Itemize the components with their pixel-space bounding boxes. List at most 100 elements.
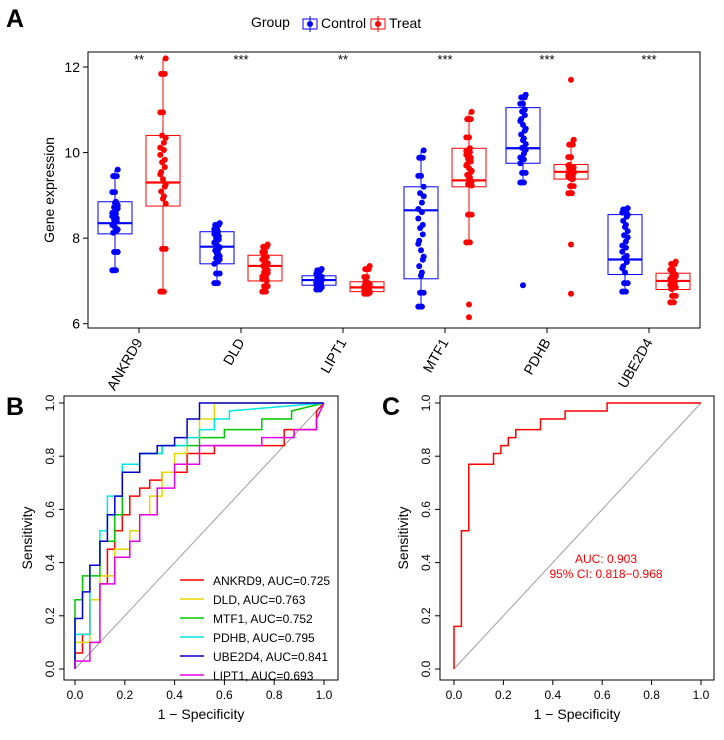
x-tick-label: 0.4 [544,688,561,702]
data-point [212,238,219,245]
data-point [518,116,525,123]
data-point [264,260,271,267]
data-point [517,100,524,107]
outlier-point [466,301,472,308]
data-point [159,70,166,77]
data-point [624,228,631,235]
y-tick-label: 12 [64,59,80,75]
data-point [567,141,574,148]
y-tick-label: 0.2 [43,607,57,624]
data-point [570,170,577,177]
x-tick-label: 0.8 [266,688,283,702]
data-point [622,269,628,276]
y-axis-label: Sensitivity [19,506,35,569]
data-point [669,260,676,267]
plot-frame [87,51,701,329]
data-point [468,108,475,115]
data-point [157,151,164,158]
significance-label: ** [134,52,144,67]
data-point [565,154,572,161]
data-point [363,266,370,273]
legend-title: Group [251,14,290,30]
roc-curve-lipt1 [74,402,325,669]
y-tick-label: 0.6 [419,501,433,518]
panel-c-roc-chart: 0.0 0.2 0.4 0.6 0.8 1.0 0.0 0.2 0.4 0.6 0.8 1.0 1 − … [395,394,715,722]
legend-entry-dld: DLD, AUC=0.763 [213,593,306,607]
panel-b-roc-chart: 0.0 0.2 0.4 0.6 0.8 1.0 0.0 0.2 0.4 0.6 0.8 1.0 1 − … [19,394,339,722]
x-tick-label: 0.0 [67,688,84,702]
data-point [622,221,629,228]
x-tick-label: 0.4 [166,688,183,702]
data-point [114,226,121,233]
legend-key-dot [375,21,381,27]
legend-key-box [302,18,318,30]
data-point [468,167,475,174]
data-point [262,283,268,290]
significance-label: *** [539,52,554,67]
data-point [417,154,424,161]
data-point [624,234,631,241]
data-point [668,299,675,306]
diagonal-reference-line [453,402,702,670]
y-tick-label: 0.4 [419,554,433,571]
y-tick-label: 6 [72,316,80,332]
data-point [521,112,528,119]
data-point [361,274,368,281]
data-point [214,270,220,277]
data-point [112,249,118,256]
data-point [621,206,628,213]
legend-entry-lipt1: LIPT1, AUC=0.693 [213,669,314,683]
data-point [667,266,674,273]
data-point [216,256,223,263]
data-point [416,263,423,270]
data-point [214,249,221,256]
legend-entry-pdhb: PDHB, AUC=0.795 [213,631,315,645]
data-point [162,200,169,207]
data-point [318,277,325,284]
legend-key-box [370,18,386,30]
data-point [568,183,574,190]
legend: ANKRD9, AUC=0.725 DLD, AUC=0.763 MTF1, AUC… [180,574,330,683]
legend-entry-mtf1: MTF1, AUC=0.752 [213,612,313,626]
legend-entry-ankrd9: ANKRD9, AUC=0.725 [213,574,330,588]
data-point [315,267,322,274]
data-point [109,189,116,196]
ci-annotation: 95% CI: 0.818−0.968 [549,567,662,581]
data-point [260,255,267,262]
data-point [667,277,674,284]
data-point [463,151,470,158]
data-point [419,231,426,238]
data-point [112,198,119,205]
y-tick-label: 8 [72,230,80,246]
data-point [260,288,267,295]
data-point [162,134,169,141]
data-point [162,181,169,188]
plot-frame [439,395,715,681]
x-tick-label: LIPT1 [317,335,350,376]
x-tick-label: 0.6 [216,688,233,702]
data-point [160,147,167,154]
data-point [672,273,679,280]
y-tick-label: 0.0 [43,660,57,677]
data-point [417,225,424,232]
data-point [211,230,218,237]
data-point [622,244,629,251]
auc-annotation: AUC: 0.903 [575,552,637,566]
data-point [109,213,116,220]
data-point [570,136,577,143]
data-point [159,159,166,166]
data-point [466,211,472,218]
data-point [670,292,676,299]
y-axis-label: Sensitivity [395,506,411,569]
y-tick-label: 0.6 [43,501,57,518]
data-point [566,190,573,197]
data-point [418,289,424,296]
data-point [522,146,529,153]
diagonal-reference-line [74,402,325,670]
x-tick-label: 0.0 [446,688,463,702]
data-point [522,125,529,132]
plot-frame [63,395,339,681]
significance-label: ** [338,52,348,67]
outlier-point [520,282,526,289]
data-point [211,260,218,267]
